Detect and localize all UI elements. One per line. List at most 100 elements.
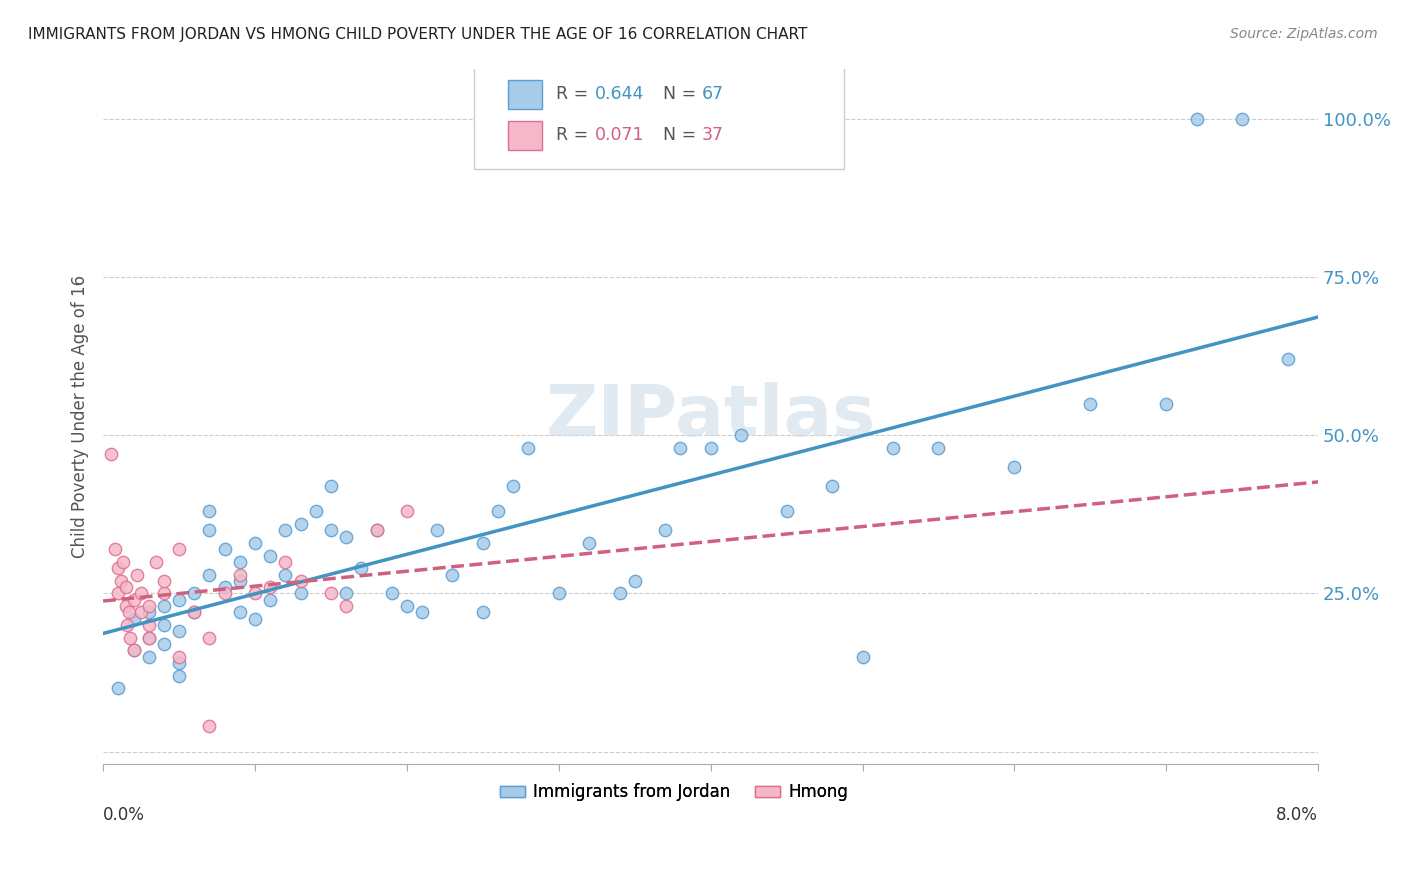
Point [229, 606, 252, 620]
Point [107, 561, 129, 575]
Point [426, 523, 449, 537]
Point [927, 441, 949, 455]
Point [517, 441, 540, 455]
Point [167, 669, 190, 683]
Point [120, 631, 142, 645]
Point [138, 649, 160, 664]
Point [259, 592, 281, 607]
Point [115, 599, 138, 614]
Point [274, 555, 297, 569]
Text: 0.071: 0.071 [595, 127, 645, 145]
Point [395, 599, 418, 614]
Point [138, 599, 160, 614]
Point [259, 549, 281, 563]
Point [821, 479, 844, 493]
Point [138, 606, 160, 620]
Point [153, 599, 176, 614]
Point [198, 719, 221, 733]
Point [654, 523, 676, 537]
Point [290, 586, 312, 600]
Point [882, 441, 904, 455]
Text: Source: ZipAtlas.com: Source: ZipAtlas.com [1230, 27, 1378, 41]
Point [183, 586, 205, 600]
Text: N =: N = [664, 127, 702, 145]
Point [471, 536, 494, 550]
Point [502, 479, 524, 493]
Point [167, 592, 190, 607]
Point [319, 523, 342, 537]
Point [335, 586, 357, 600]
Point [153, 637, 176, 651]
Point [1002, 460, 1025, 475]
Point [471, 606, 494, 620]
Point [350, 561, 373, 575]
Point [115, 580, 138, 594]
Point [183, 606, 205, 620]
Point [623, 574, 645, 588]
Point [198, 504, 221, 518]
Point [319, 586, 342, 600]
Point [305, 504, 328, 518]
Point [153, 586, 176, 600]
Point [153, 574, 176, 588]
Point [100, 447, 122, 461]
Point [129, 606, 152, 620]
Point [851, 649, 873, 664]
Point [395, 504, 418, 518]
Legend: Immigrants from Jordan, Hmong: Immigrants from Jordan, Hmong [494, 777, 855, 808]
Point [578, 536, 600, 550]
Point [167, 624, 190, 639]
Text: ZIPatlas: ZIPatlas [546, 382, 876, 450]
Point [243, 586, 266, 600]
Point [229, 574, 252, 588]
Point [366, 523, 388, 537]
Point [381, 586, 404, 600]
Point [229, 555, 252, 569]
Point [1230, 112, 1253, 127]
Point [110, 574, 132, 588]
Text: 37: 37 [702, 127, 724, 145]
Point [104, 542, 127, 557]
Point [730, 428, 752, 442]
FancyBboxPatch shape [508, 79, 541, 109]
Point [669, 441, 692, 455]
Point [547, 586, 569, 600]
Text: R =: R = [557, 127, 595, 145]
Point [699, 441, 721, 455]
Y-axis label: Child Poverty Under the Age of 16: Child Poverty Under the Age of 16 [72, 275, 89, 558]
Point [1185, 112, 1208, 127]
Point [153, 618, 176, 632]
Point [198, 631, 221, 645]
Point [274, 523, 297, 537]
Point [111, 555, 134, 569]
Point [335, 530, 357, 544]
Point [214, 542, 236, 557]
FancyBboxPatch shape [508, 120, 541, 150]
Point [486, 504, 509, 518]
Point [243, 612, 266, 626]
Point [167, 542, 190, 557]
Point [366, 523, 388, 537]
Point [118, 606, 141, 620]
Point [138, 631, 160, 645]
Point [122, 643, 145, 657]
Point [107, 681, 129, 696]
Point [145, 555, 167, 569]
Point [290, 516, 312, 531]
Point [198, 523, 221, 537]
Text: N =: N = [664, 86, 702, 103]
Point [259, 580, 281, 594]
Point [290, 574, 312, 588]
Point [243, 536, 266, 550]
Point [107, 586, 129, 600]
Point [122, 643, 145, 657]
Point [122, 592, 145, 607]
Point [167, 656, 190, 670]
Point [1078, 397, 1101, 411]
Point [117, 618, 139, 632]
Point [138, 618, 160, 632]
Point [1277, 352, 1299, 367]
Point [274, 567, 297, 582]
Point [129, 586, 152, 600]
Point [138, 631, 160, 645]
